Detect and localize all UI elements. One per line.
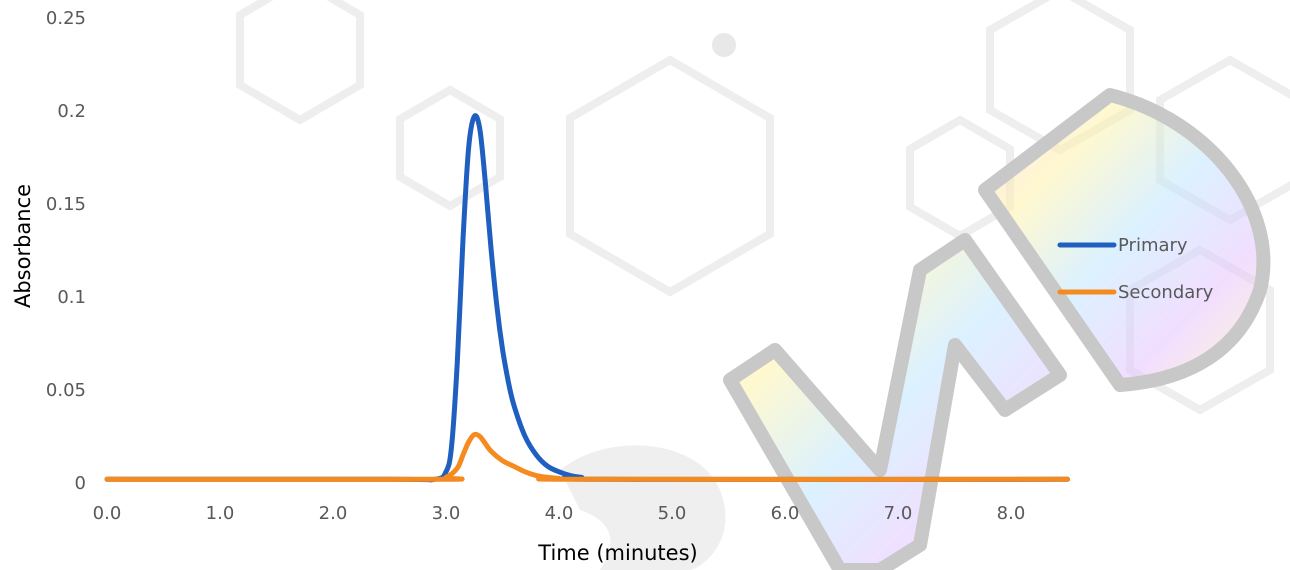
x-axis-title: Time (minutes) xyxy=(537,541,697,565)
watermark-logo xyxy=(560,88,1271,570)
legend-label-primary: Primary xyxy=(1118,235,1188,256)
series-line-secondary xyxy=(104,431,1070,482)
legend: Primary Secondary xyxy=(1057,235,1214,303)
x-tick-label: 0.0 xyxy=(93,503,122,524)
series-line-primary xyxy=(104,113,1070,483)
legend-label-secondary: Secondary xyxy=(1118,282,1214,303)
x-tick-label: 5.0 xyxy=(658,503,687,524)
x-tick-label: 7.0 xyxy=(884,503,913,524)
y-tick-label: 0.05 xyxy=(46,380,86,401)
y-tick-label: 0.15 xyxy=(46,194,86,215)
y-tick-label: 0.2 xyxy=(57,101,86,122)
y-axis-ticks: 0 0.05 0.1 0.15 0.2 0.25 xyxy=(46,8,86,494)
y-axis-title: Absorbance xyxy=(11,184,35,308)
series-lines xyxy=(104,113,1070,483)
x-tick-label: 3.0 xyxy=(432,503,461,524)
y-tick-label: 0 xyxy=(75,473,86,494)
x-tick-label: 4.0 xyxy=(545,503,574,524)
x-tick-label: 2.0 xyxy=(319,503,348,524)
x-tick-label: 6.0 xyxy=(771,503,800,524)
x-tick-label: 1.0 xyxy=(206,503,235,524)
x-axis-ticks: 0.0 1.0 2.0 3.0 4.0 5.0 6.0 7.0 8.0 xyxy=(93,503,1026,524)
x-tick-label: 8.0 xyxy=(997,503,1026,524)
y-tick-label: 0.25 xyxy=(46,8,86,29)
y-tick-label: 0.1 xyxy=(57,287,86,308)
